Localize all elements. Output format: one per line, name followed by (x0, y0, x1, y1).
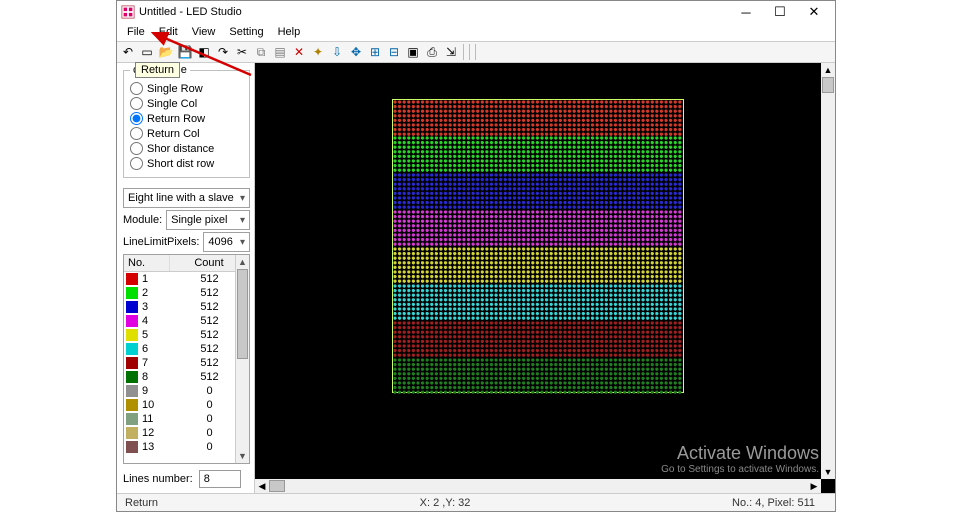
radio-return-col[interactable]: Return Col (130, 126, 243, 141)
lines-table[interactable]: No. Count 151225123512451255126512751285… (123, 254, 250, 464)
minimize-button[interactable]: ─ (729, 1, 763, 23)
color-swatch (126, 301, 138, 313)
color-swatch (126, 273, 138, 285)
line-mode-combo[interactable]: Eight line with a slave (123, 188, 250, 208)
led-stripe (393, 136, 683, 173)
module-combo[interactable]: Single pixel (166, 210, 250, 230)
undo-icon[interactable]: ↶ (119, 43, 137, 61)
canvas-vscroll[interactable]: ▲ ▼ (821, 63, 835, 479)
color-swatch (126, 413, 138, 425)
status-right: No.: 4, Pixel: 511 (724, 497, 835, 509)
table-row[interactable]: 1512 (124, 272, 249, 286)
led-stripe (393, 210, 683, 247)
table-row[interactable]: 100 (124, 398, 249, 412)
guide-icon[interactable]: ◧ (195, 43, 213, 61)
led-layout (392, 99, 684, 393)
windows-watermark: Activate Windows Go to Settings to activ… (661, 443, 819, 475)
tool-star-icon[interactable]: ✦ (309, 43, 327, 61)
led-stripe (393, 100, 683, 136)
color-swatch (126, 343, 138, 355)
col-no: No. (124, 255, 170, 271)
led-stripe (393, 247, 683, 284)
radio-return-row[interactable]: Return Row (130, 111, 243, 126)
tooltip: Return (135, 62, 180, 78)
color-swatch (126, 399, 138, 411)
redo-icon[interactable]: ↷ (214, 43, 232, 61)
lines-number-input[interactable]: 8 (199, 470, 241, 488)
color-swatch (126, 287, 138, 299)
linelimit-combo[interactable]: 4096 (203, 232, 250, 252)
table-row[interactable]: 2512 (124, 286, 249, 300)
status-center: X: 2 ,Y: 32 (412, 497, 479, 509)
status-left: Return (117, 497, 166, 509)
delete-icon[interactable]: ✕ (290, 43, 308, 61)
move-icon[interactable]: ✥ (347, 43, 365, 61)
radio-shor-distance[interactable]: Shor distance (130, 141, 243, 156)
radio-single-row[interactable]: Single Row (130, 81, 243, 96)
menu-file[interactable]: File (121, 25, 151, 39)
radio-short-dist-row[interactable]: Short dist row (130, 156, 243, 171)
color-swatch (126, 427, 138, 439)
linelimit-label: LineLimitPixels: (123, 236, 199, 248)
copy-icon[interactable]: ⧉ (252, 43, 270, 61)
titlebar: Untitled - LED Studio ─ ☐ ✕ (117, 1, 835, 23)
paste-icon[interactable]: ▤ (271, 43, 289, 61)
table-row[interactable]: 7512 (124, 356, 249, 370)
table-row[interactable]: 4512 (124, 314, 249, 328)
toolbar: ↶▭📂💾◧↷✂⧉▤✕✦⇩✥⊞⊟▣⎙⇲Return (117, 41, 835, 63)
save-icon[interactable]: 💾 (176, 43, 194, 61)
color-swatch (126, 385, 138, 397)
table-row[interactable]: 6512 (124, 342, 249, 356)
led-stripe (393, 358, 683, 394)
menu-bar: FileEditViewSettingHelp (117, 23, 835, 41)
side-panel: ction mode Single RowSingle ColReturn Ro… (117, 63, 255, 493)
led-canvas[interactable]: Activate Windows Go to Settings to activ… (255, 63, 835, 493)
menu-edit[interactable]: Edit (153, 25, 184, 39)
app-icon (121, 5, 135, 19)
color-swatch (126, 329, 138, 341)
connection-mode-group: ction mode Single RowSingle ColReturn Ro… (123, 70, 250, 178)
table-row[interactable]: 8512 (124, 370, 249, 384)
menu-setting[interactable]: Setting (223, 25, 269, 39)
led-stripe (393, 173, 683, 210)
table-row[interactable]: 3512 (124, 300, 249, 314)
border-icon[interactable]: ▣ (404, 43, 422, 61)
led-stripe (393, 321, 683, 358)
table-scrollbar[interactable]: ▲ ▼ (235, 255, 249, 463)
status-bar: Return X: 2 ,Y: 32 No.: 4, Pixel: 511 (117, 493, 835, 511)
menu-view[interactable]: View (186, 25, 222, 39)
menu-help[interactable]: Help (272, 25, 307, 39)
grid2-icon[interactable]: ⊟ (385, 43, 403, 61)
open-icon[interactable]: 📂 (157, 43, 175, 61)
close-button[interactable]: ✕ (797, 1, 831, 23)
radio-single-col[interactable]: Single Col (130, 96, 243, 111)
table-row[interactable]: 90 (124, 384, 249, 398)
export-icon[interactable]: ⇲ (442, 43, 460, 61)
grid1-icon[interactable]: ⊞ (366, 43, 384, 61)
color-swatch (126, 441, 138, 453)
print-icon[interactable]: ⎙ (423, 43, 441, 61)
led-stripe (393, 284, 683, 321)
lines-number-label: Lines number: (123, 473, 193, 485)
table-row[interactable]: 130 (124, 440, 249, 454)
color-swatch (126, 371, 138, 383)
table-row[interactable]: 5512 (124, 328, 249, 342)
table-row[interactable]: 120 (124, 426, 249, 440)
app-window: Untitled - LED Studio ─ ☐ ✕ FileEditView… (116, 0, 836, 512)
new-icon[interactable]: ▭ (138, 43, 156, 61)
module-label: Module: (123, 214, 162, 226)
color-swatch (126, 357, 138, 369)
window-title: Untitled - LED Studio (139, 6, 729, 18)
table-row[interactable]: 110 (124, 412, 249, 426)
download-icon[interactable]: ⇩ (328, 43, 346, 61)
maximize-button[interactable]: ☐ (763, 1, 797, 23)
color-swatch (126, 315, 138, 327)
canvas-hscroll[interactable]: ◀▶ (255, 479, 821, 493)
cut-icon[interactable]: ✂ (233, 43, 251, 61)
